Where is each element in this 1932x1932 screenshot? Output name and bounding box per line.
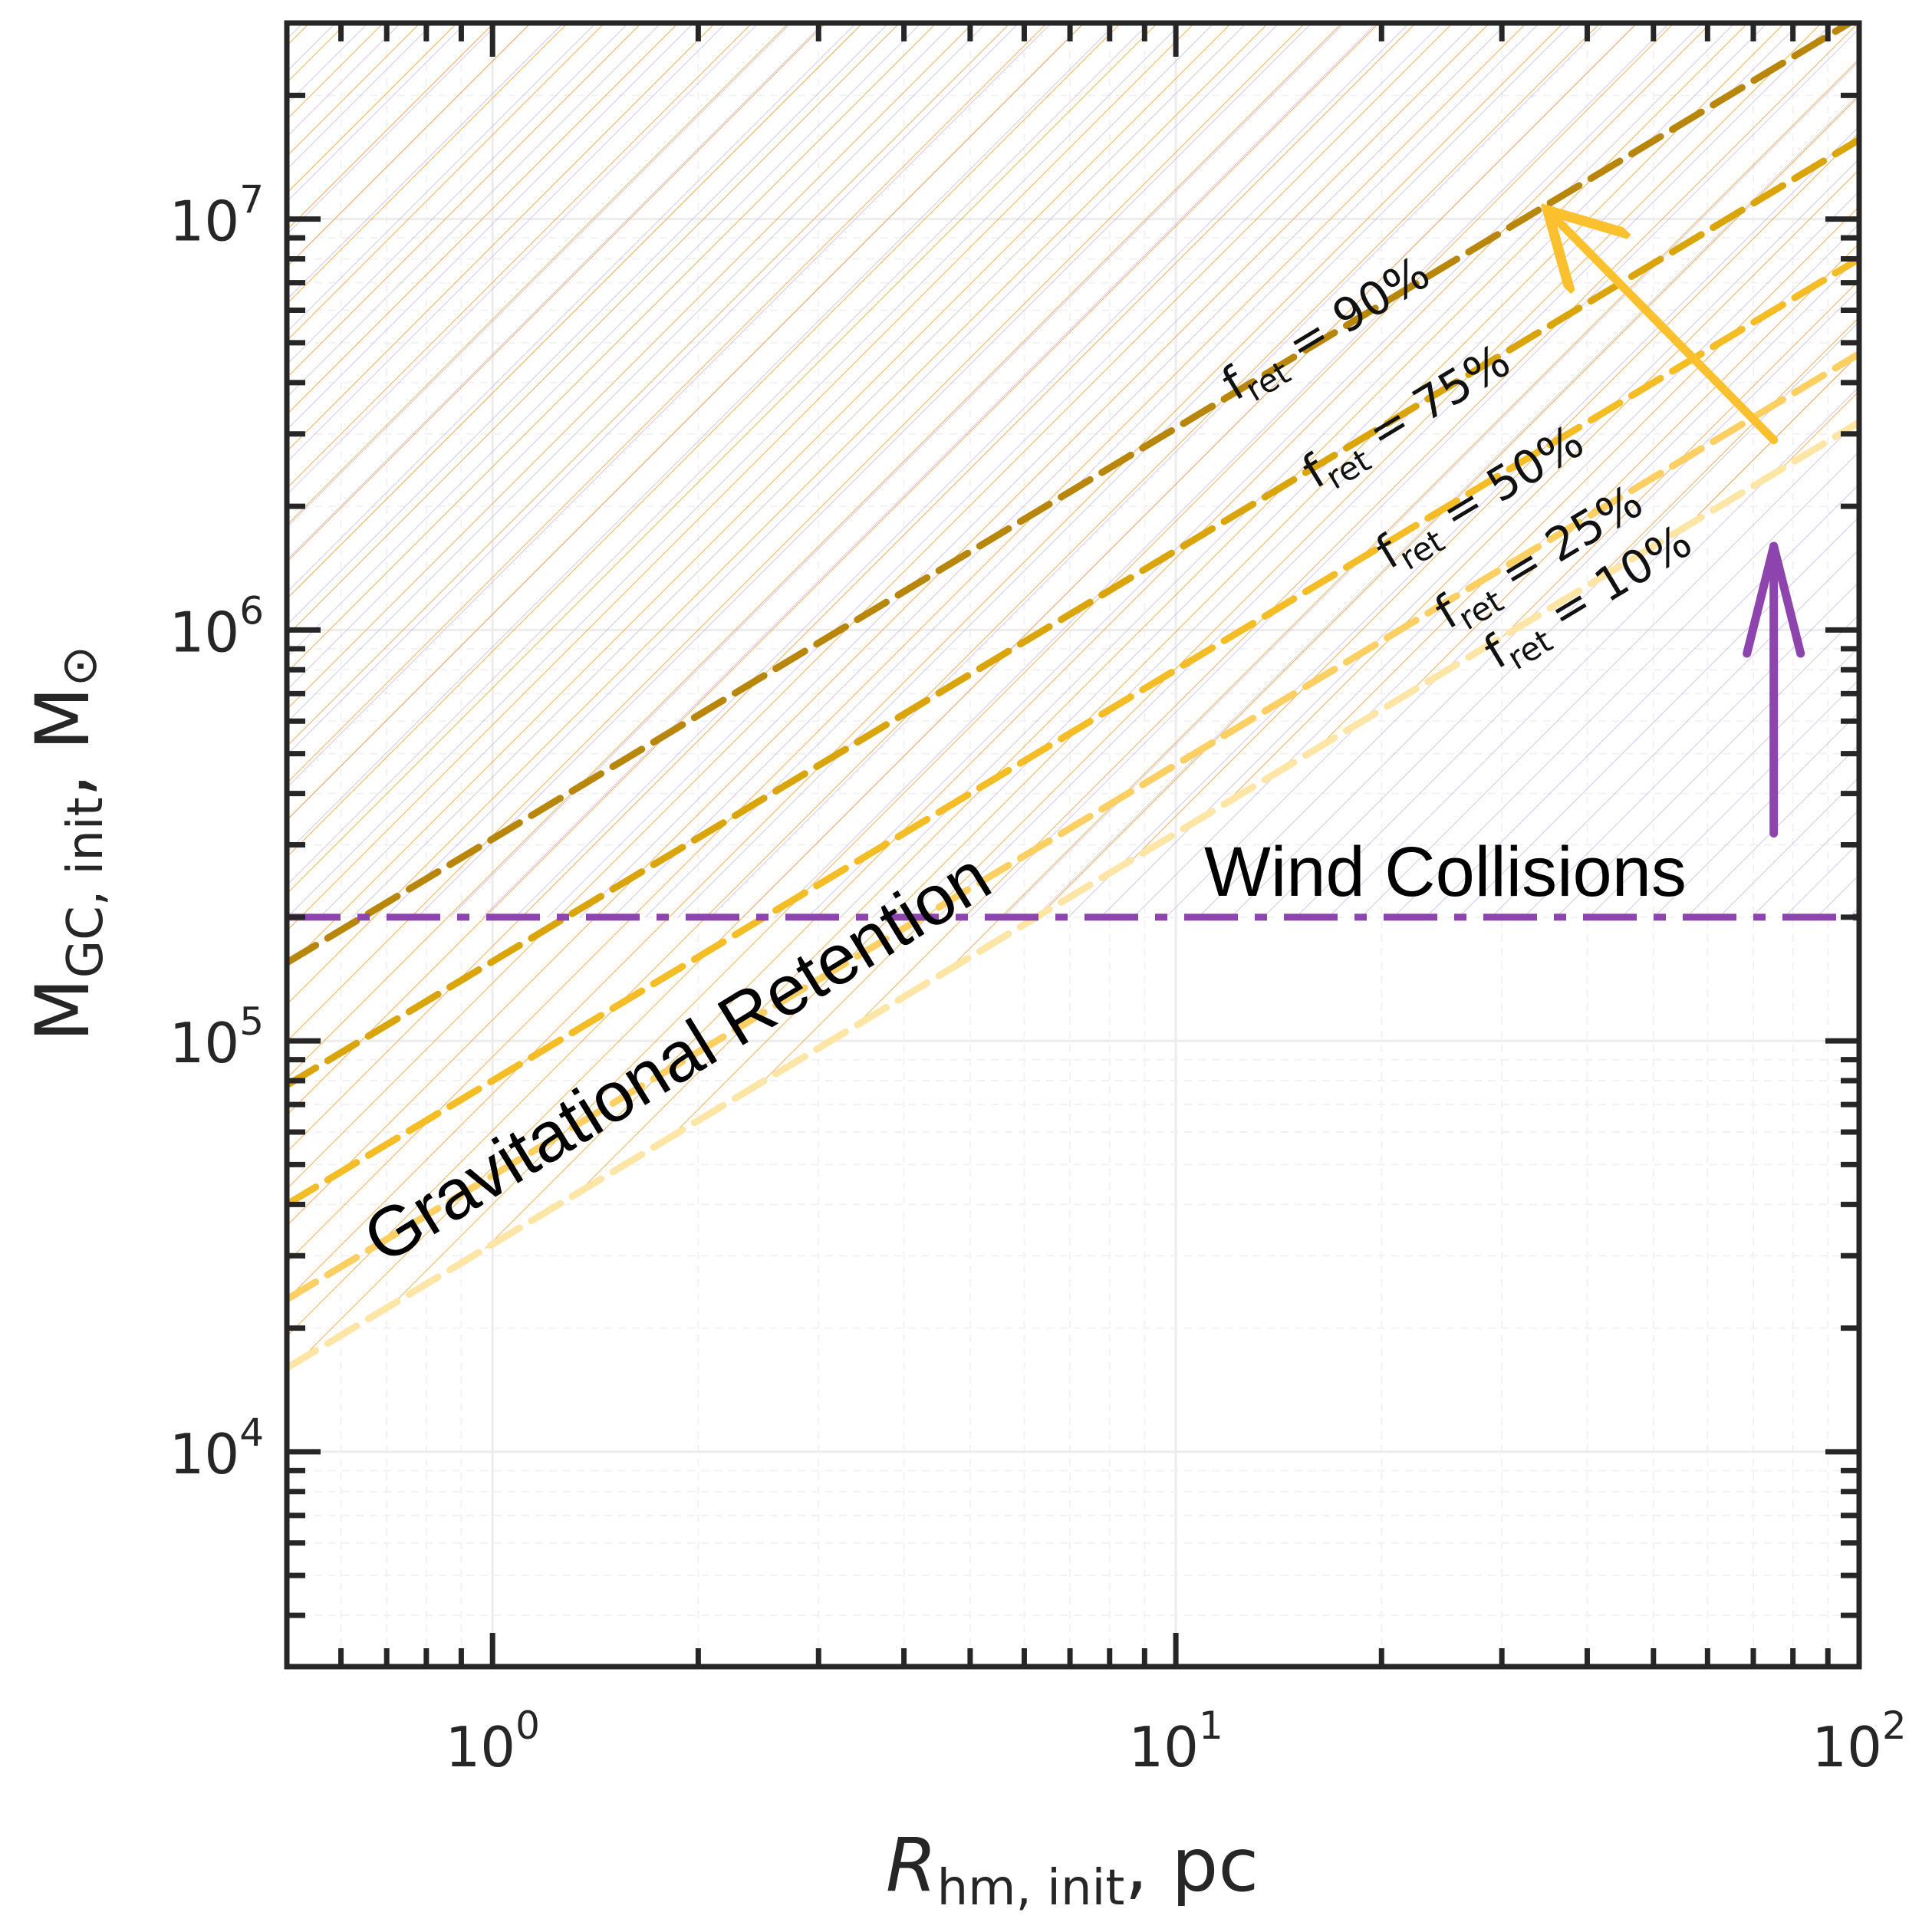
y-axis-title-symbol: ⊙ bbox=[51, 646, 108, 687]
x-axis-title: Rhm, init, pc bbox=[886, 1822, 1259, 1917]
x-tick-label-1: 101 bbox=[1128, 1703, 1223, 1779]
wind-collisions-label: Wind Collisions bbox=[1204, 833, 1687, 911]
svg-text:MGC, init, M⊙: MGC, init, M⊙ bbox=[20, 646, 114, 1042]
series-line-3 bbox=[287, 350, 1859, 1303]
x-axis-title-main: R bbox=[886, 1822, 937, 1908]
y-tick-label-3: 107 bbox=[170, 178, 264, 254]
y-axis-title-sub: GC, init bbox=[58, 797, 114, 978]
y-tick-label-1: 105 bbox=[170, 999, 264, 1075]
y-tick-label-0: 104 bbox=[170, 1410, 264, 1486]
y-axis-title-main: M bbox=[20, 978, 106, 1042]
gravitational-arrow bbox=[1548, 210, 1779, 445]
x-axis-title-sub: hm, init bbox=[937, 1860, 1125, 1917]
series-line-2 bbox=[287, 255, 1859, 1208]
plot-frame bbox=[284, 20, 1862, 1670]
x-axis-title-suffix: , pc bbox=[1124, 1822, 1259, 1908]
series-line-0 bbox=[287, 23, 1857, 966]
y-axis-title: MGC, init, M⊙ bbox=[20, 646, 114, 1042]
gravitational-hatch-region bbox=[287, 23, 1859, 1368]
tick-labels: 100 101 102 104 105 106 107 bbox=[170, 178, 1907, 1779]
wind-arrowhead bbox=[1743, 541, 1805, 658]
arrows bbox=[1548, 210, 1805, 838]
y-axis-title-suffix: , M bbox=[20, 686, 106, 797]
x-tick-label-2: 102 bbox=[1812, 1703, 1906, 1779]
x-tick-label-0: 100 bbox=[445, 1703, 539, 1779]
y-tick-label-2: 106 bbox=[170, 588, 264, 664]
series-line-4 bbox=[287, 419, 1859, 1372]
ticks bbox=[284, 20, 1862, 1670]
series-lines bbox=[287, 23, 1859, 1372]
svg-text:Rhm, init, pc: Rhm, init, pc bbox=[886, 1822, 1259, 1917]
series-line-1 bbox=[287, 136, 1859, 1089]
